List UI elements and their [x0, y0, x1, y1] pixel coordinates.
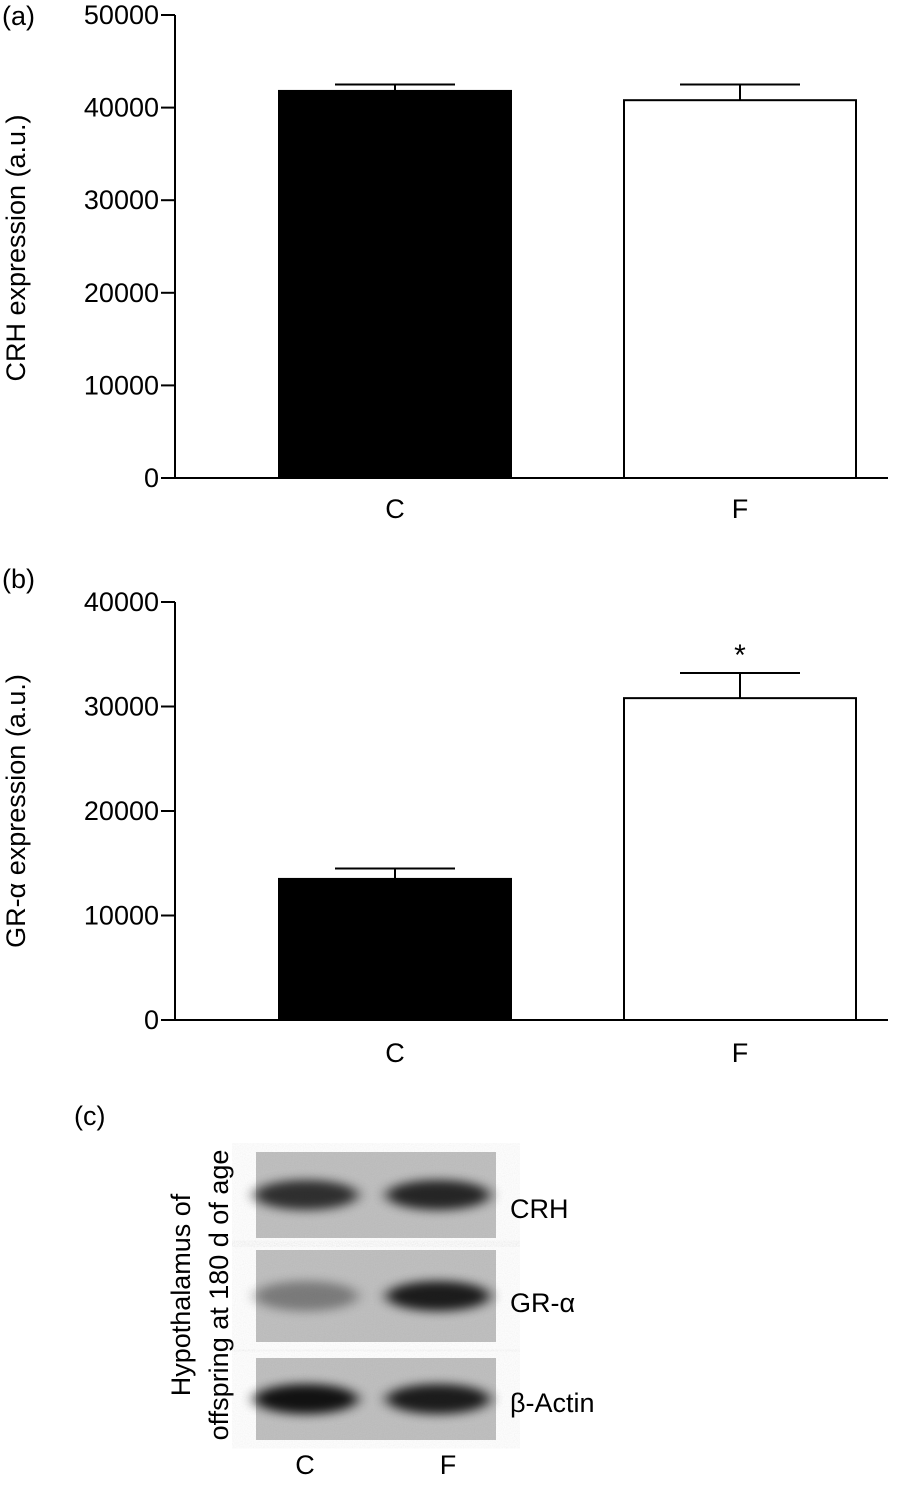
blot-row-label-1: CRH [510, 1194, 569, 1224]
blot-side-label-line1: Hypothalamus of [166, 1193, 196, 1396]
blot-band-3-f [386, 1384, 490, 1414]
panel-a-x-tick-label-f: F [732, 494, 749, 524]
panel-a-bars [278, 83, 857, 480]
panel-a-y-tick-label-4: 40000 [84, 93, 159, 123]
panel-b-bars: * [278, 639, 857, 1021]
panel-a-x-tick-label-c: C [385, 494, 405, 524]
blot-row-label-2: GR-α [510, 1288, 575, 1318]
panel-b-x-tick-label-c: C [385, 1038, 405, 1068]
panel-a-bar-c [278, 89, 512, 479]
panel-b-significance-marker: * [734, 639, 746, 672]
panel-b-y-axis-title: GR-α expression (a.u.) [1, 674, 31, 948]
blot-lane-label-c: C [295, 1450, 315, 1480]
panel-a-y-tick-label-3: 30000 [84, 185, 159, 215]
panel-b-bar-f [623, 697, 857, 1021]
panel-b-y-tick-label-2: 20000 [84, 796, 159, 826]
blot-side-label-line2: offspring at 180 d of age [204, 1150, 234, 1441]
blot-band-1-f [386, 1180, 490, 1210]
panel-a-y-ticks: 0 10000 20000 30000 40000 50000 [84, 0, 175, 493]
blot-row-label-3: β-Actin [510, 1388, 595, 1418]
panel-a: (a) CRH expression (a.u.) 0 10000 20000 300… [1, 0, 888, 524]
panel-a-y-tick-label-0: 0 [144, 463, 159, 493]
panel-a-y-axis-title: CRH expression (a.u.) [1, 114, 31, 381]
blot-row-3: β-Actin [254, 1358, 595, 1440]
blot-rows: CRH GR-α β-Actin [254, 1152, 595, 1440]
blot-band-2-c [254, 1281, 358, 1311]
panel-a-y-tick-label-2: 20000 [84, 278, 159, 308]
blot-row-1: CRH [254, 1152, 569, 1238]
blot-band-3-c [254, 1384, 358, 1414]
panel-b-bar-c [278, 877, 512, 1021]
panel-b-label: (b) [2, 564, 35, 594]
panel-b-y-tick-label-4: 40000 [84, 587, 159, 617]
blot-band-2-f [386, 1281, 490, 1311]
blot-band-1-c [254, 1180, 358, 1210]
panel-b-y-tick-label-3: 30000 [84, 692, 159, 722]
panel-a-label: (a) [2, 1, 35, 31]
blot-lane-label-f: F [440, 1450, 457, 1480]
panel-a-y-tick-label-5: 50000 [84, 0, 159, 30]
panel-c: (c) Hypothalamus of offspring at 180 d o… [74, 1101, 595, 1480]
panel-b-y-ticks: 0 10000 20000 30000 40000 [84, 587, 175, 1035]
panel-a-y-tick-label-1: 10000 [84, 370, 159, 400]
panel-c-label: (c) [74, 1101, 105, 1131]
blot-row-2: GR-α [254, 1250, 575, 1342]
panel-b: (b) GR-α expression (a.u.) 0 10000 20000 30… [1, 564, 888, 1068]
panel-a-bar-f [623, 99, 857, 480]
panel-b-y-tick-label-0: 0 [144, 1005, 159, 1035]
panel-b-x-tick-label-f: F [732, 1038, 749, 1068]
panel-b-y-tick-label-1: 10000 [84, 901, 159, 931]
